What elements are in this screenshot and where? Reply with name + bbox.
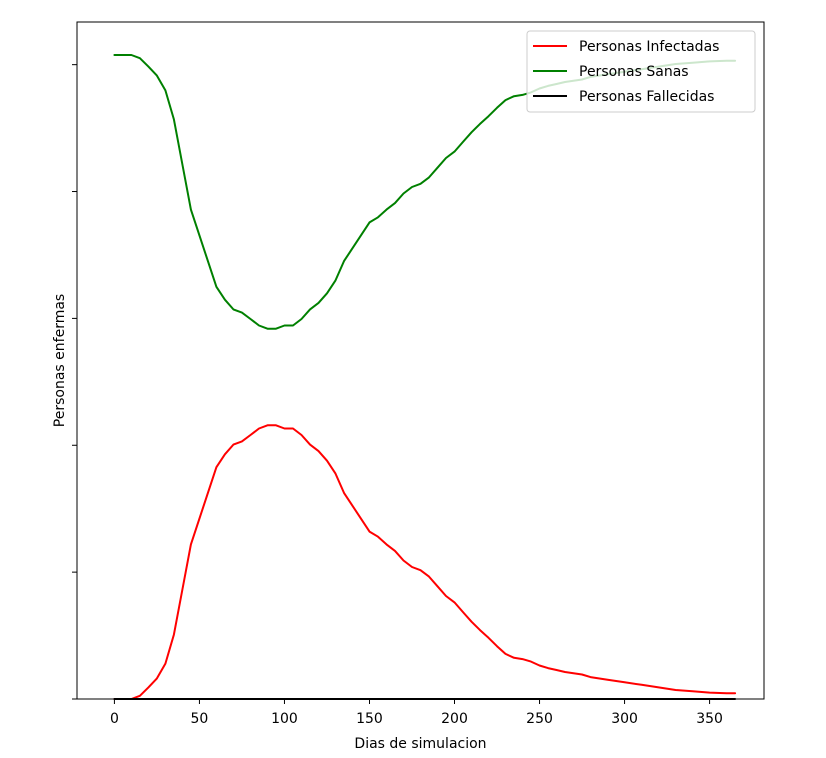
x-tick-label: 350 [696, 711, 723, 727]
series-line-1 [113, 424, 737, 700]
x-tick-label: 50 [191, 711, 209, 727]
legend-entry-label: Personas Fallecidas [579, 89, 714, 105]
legend: Personas Infectadas Personas Sanas Persona… [526, 30, 756, 113]
x-tick-label: 150 [356, 711, 383, 727]
legend-entry-label: Personas Sanas [579, 64, 689, 80]
x-tick-label: 250 [526, 711, 553, 727]
x-axis-label: Dias de simulacion [354, 736, 486, 752]
legend-entry-label: Personas Infectadas [579, 39, 719, 55]
x-tick-label: 100 [271, 711, 298, 727]
x-axis-ticks: 0 50 100 150 200 250 300 350 [110, 699, 723, 727]
x-tick-label: 300 [611, 711, 638, 727]
axes-frame [76, 21, 765, 700]
legend-box [526, 30, 756, 113]
x-tick-label: 200 [441, 711, 468, 727]
y-axis-ticks [72, 64, 77, 700]
x-tick-label: 0 [110, 711, 119, 727]
y-axis-label: Personas enfermas [52, 294, 68, 427]
